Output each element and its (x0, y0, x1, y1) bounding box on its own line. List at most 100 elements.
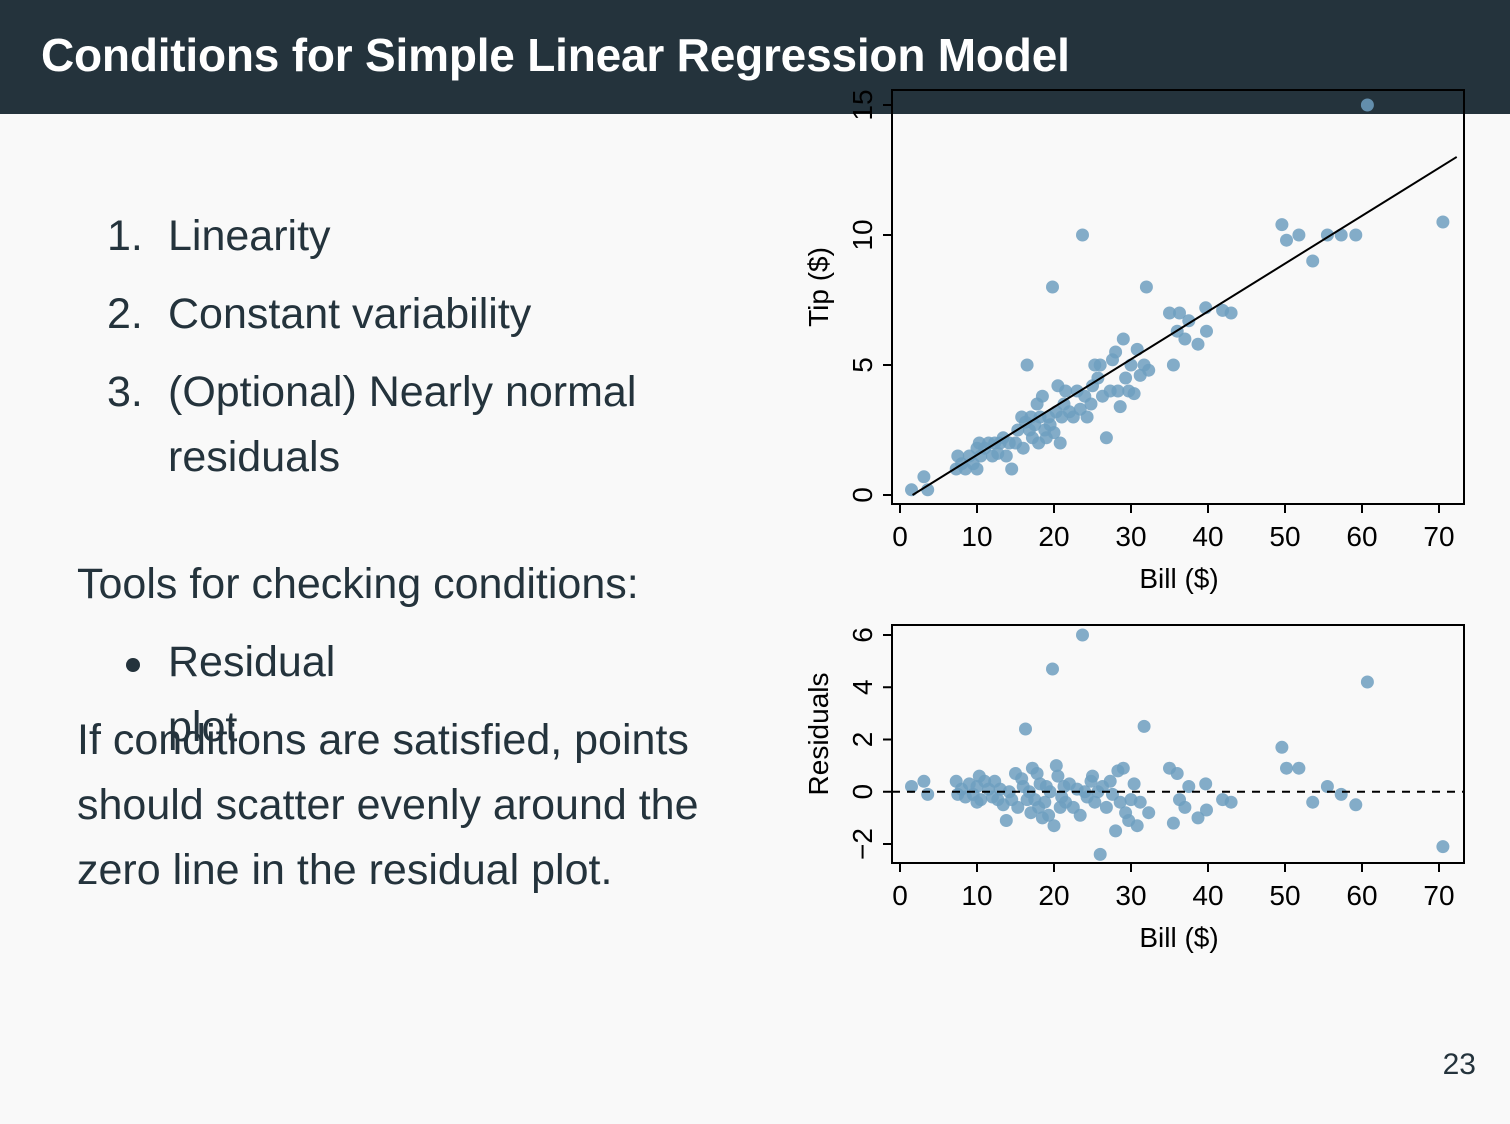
data-point (1320, 780, 1334, 793)
x-tick-label: 10 (961, 521, 992, 552)
data-point (1043, 785, 1057, 799)
x-tick-label: 50 (1269, 521, 1300, 552)
data-point (1011, 800, 1025, 814)
data-point (1005, 462, 1019, 476)
y-tick-label: 15 (847, 89, 878, 120)
data-point (1099, 431, 1113, 445)
data-point (1200, 803, 1213, 817)
tool-item-residual-plot: Residual plot (168, 638, 336, 751)
data-point (1073, 808, 1087, 822)
plot-frame (891, 624, 1465, 864)
residual-plot: 0 10 20 30 40 50 60 70 −2 0 2 4 6 Bill ($) Residuals (803, 624, 1465, 953)
x-tick-label: 0 (892, 880, 908, 911)
data-point (1280, 233, 1293, 247)
x-tick-label: 70 (1423, 880, 1454, 911)
data-point (1280, 761, 1293, 775)
condition-number: 3. (107, 368, 143, 416)
data-point (1142, 363, 1156, 377)
data-point (1119, 371, 1133, 385)
data-point (1116, 332, 1130, 346)
y-tick-label: 0 (847, 487, 878, 503)
x-tick-label: 30 (1115, 880, 1146, 911)
data-point (1133, 795, 1147, 809)
y-tick-label: 6 (847, 627, 878, 643)
data-point (1059, 384, 1073, 398)
data-point (970, 462, 984, 476)
data-point (917, 774, 931, 788)
data-point (1163, 306, 1176, 320)
data-point (1191, 337, 1205, 351)
y-axis-label: Residuals (803, 673, 834, 796)
data-point (1030, 767, 1044, 780)
data-point (1200, 324, 1213, 338)
data-point (1292, 228, 1306, 242)
data-point (1103, 774, 1117, 788)
slide-title: Conditions for Simple Linear Regression … (41, 29, 1070, 81)
data-point (1047, 426, 1061, 440)
data-point (1275, 740, 1289, 754)
data-point (1436, 215, 1450, 229)
data-point (970, 795, 984, 809)
tip-vs-bill-scatterplot: 0 10 20 30 40 50 60 70 0 5 10 15 Bill ($) Tip ($) (803, 89, 1465, 594)
data-point (1166, 358, 1180, 372)
data-point (1035, 389, 1049, 403)
data-point (1436, 840, 1450, 854)
data-points (905, 628, 1450, 861)
y-tick-label: 0 (847, 784, 878, 800)
data-point (1080, 410, 1094, 424)
data-point (1076, 628, 1089, 642)
data-point (1178, 332, 1192, 346)
data-point (1042, 808, 1056, 822)
data-point (1130, 342, 1144, 356)
data-point (1224, 306, 1238, 320)
data-point (1127, 777, 1141, 791)
data-point (1182, 314, 1196, 328)
data-point (1020, 358, 1034, 372)
x-axis-label: Bill ($) (1139, 922, 1218, 953)
x-tick-label: 30 (1115, 521, 1146, 552)
data-point (1049, 759, 1063, 773)
condition-number: 1. (107, 212, 143, 260)
data-point (1088, 795, 1102, 809)
condition-text: Constant variability (168, 290, 532, 338)
data-point (905, 483, 918, 497)
x-tick-label: 50 (1269, 880, 1300, 911)
data-point (1166, 816, 1180, 830)
x-axis-label: Bill ($) (1139, 563, 1218, 594)
x-tick-label: 60 (1346, 880, 1377, 911)
x-tick-label: 10 (961, 880, 992, 911)
y-axis-label: Tip ($) (803, 247, 834, 327)
data-point (905, 780, 918, 793)
data-point (1113, 400, 1127, 414)
data-point (1334, 787, 1348, 801)
data-point (1130, 819, 1144, 833)
condition-text: Linearity (168, 212, 331, 260)
data-point (1111, 384, 1125, 398)
closing-text: If conditions are satisfied, points shou… (77, 716, 699, 894)
bullet-icon (126, 658, 140, 672)
data-point (1360, 675, 1374, 689)
y-tick-label: −2 (847, 828, 878, 860)
data-point (917, 470, 931, 484)
data-point (1173, 306, 1186, 320)
data-point (1109, 824, 1123, 838)
y-tick-label: 5 (847, 357, 878, 373)
page-number: 23 (1442, 1048, 1476, 1081)
data-point (1093, 358, 1107, 372)
data-point (1137, 719, 1151, 733)
plot-frame (891, 89, 1465, 505)
data-point (1224, 795, 1238, 809)
data-point (1076, 228, 1089, 242)
data-point (1084, 397, 1098, 411)
data-point (1182, 780, 1196, 793)
slide-header: Conditions for Simple Linear Regression … (0, 0, 1510, 114)
data-point (1051, 769, 1065, 783)
data-point (1275, 218, 1289, 232)
data-point (1046, 280, 1059, 294)
x-tick-label: 0 (892, 521, 908, 552)
data-point (1116, 761, 1130, 775)
condition-number: 2. (107, 290, 143, 338)
data-point (1142, 806, 1156, 820)
data-point (921, 787, 935, 801)
data-point (1109, 345, 1123, 359)
